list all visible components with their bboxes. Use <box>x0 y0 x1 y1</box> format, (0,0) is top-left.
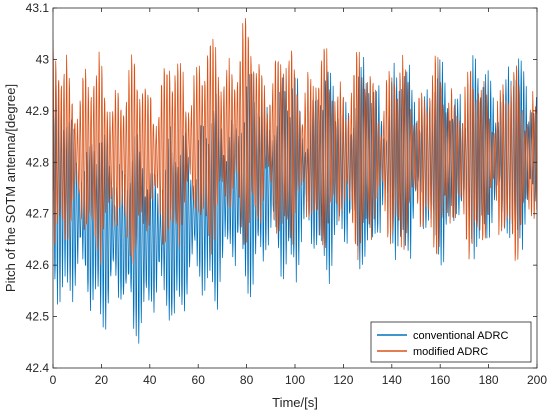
y-tick-label: 42.9 <box>26 104 50 118</box>
y-tick-label: 42.6 <box>26 258 50 272</box>
y-tick-label: 42.5 <box>26 310 50 324</box>
y-tick-label: 43.1 <box>26 1 50 15</box>
legend-label: modified ADRC <box>413 346 488 358</box>
y-tick-label: 43 <box>36 52 50 66</box>
x-tick-label: 200 <box>527 373 547 387</box>
x-tick-label: 20 <box>95 373 109 387</box>
legend-box <box>370 321 532 363</box>
x-tick-label: 100 <box>285 373 305 387</box>
y-axis: 42.4 42.5 42.6 42.7 42.8 42.9 43 43.1 <box>26 1 537 375</box>
series-modified-adrc <box>53 17 537 265</box>
x-axis: 0 20 40 60 80 100 120 140 160 180 200 <box>50 8 547 387</box>
x-tick-label: 0 <box>50 373 57 387</box>
x-tick-label: 40 <box>143 373 157 387</box>
series-line <box>53 17 537 265</box>
x-tick-label: 120 <box>333 373 353 387</box>
x-tick-label: 60 <box>192 373 206 387</box>
x-tick-label: 80 <box>240 373 254 387</box>
y-axis-label: Pitch of the SOTM antenna/[degree] <box>3 84 18 292</box>
legend-label: conventional ADRC <box>413 330 508 342</box>
y-tick-label: 42.4 <box>26 361 50 375</box>
x-axis-label: Time/[s] <box>272 395 318 410</box>
legend: conventional ADRC modified ADRC <box>370 321 532 363</box>
y-tick-label: 42.7 <box>26 207 50 221</box>
x-tick-label: 180 <box>479 373 499 387</box>
x-tick-label: 140 <box>382 373 402 387</box>
plot-area <box>52 7 538 369</box>
x-tick-label: 160 <box>430 373 450 387</box>
series-layer <box>53 17 537 344</box>
y-tick-label: 42.8 <box>26 155 50 169</box>
